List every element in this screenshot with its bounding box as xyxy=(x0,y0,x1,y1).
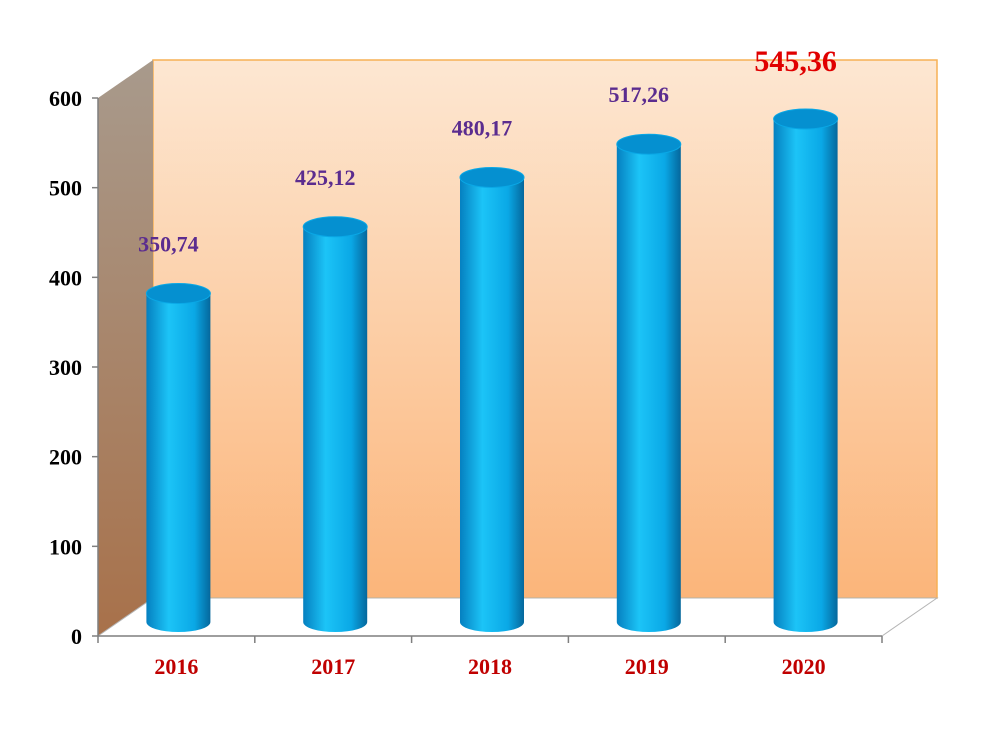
bar-2020 xyxy=(773,108,839,632)
y-tick-label: 0 xyxy=(71,624,82,649)
y-tick-label: 100 xyxy=(49,534,82,559)
bar-top-cap xyxy=(302,216,368,238)
bar-top-cap xyxy=(773,108,839,130)
bar-body xyxy=(460,177,524,632)
bar-top-cap xyxy=(145,283,211,305)
bar-top-cap xyxy=(459,166,525,188)
x-tick-label-2018: 2018 xyxy=(468,654,512,679)
x-tick-label-2017: 2017 xyxy=(311,654,355,679)
bar-top-cap xyxy=(616,133,682,155)
data-label-2017: 425,12 xyxy=(295,165,356,190)
bar-body xyxy=(146,293,211,632)
bar-2016 xyxy=(145,283,211,632)
y-tick-label: 200 xyxy=(49,445,82,470)
data-label-2016: 350,74 xyxy=(138,232,199,257)
y-tick-label: 300 xyxy=(49,355,82,380)
x-tick-label-2020: 2020 xyxy=(782,654,826,679)
x-tick-label-2019: 2019 xyxy=(625,654,669,679)
y-tick-label: 400 xyxy=(49,265,82,290)
bar-2018 xyxy=(459,166,525,632)
y-tick-label: 600 xyxy=(49,86,82,111)
bar-2017 xyxy=(302,216,368,632)
bar-body xyxy=(616,144,681,633)
bar-2019 xyxy=(616,133,682,633)
data-label-2020: 545,36 xyxy=(754,45,837,78)
bar-body xyxy=(773,118,838,632)
y-tick-label: 500 xyxy=(49,176,82,201)
x-tick-label-2016: 2016 xyxy=(154,654,198,679)
data-label-2018: 480,17 xyxy=(452,115,513,140)
bar-body xyxy=(303,226,368,632)
data-label-2019: 517,26 xyxy=(609,82,670,107)
side-wall xyxy=(98,60,153,636)
